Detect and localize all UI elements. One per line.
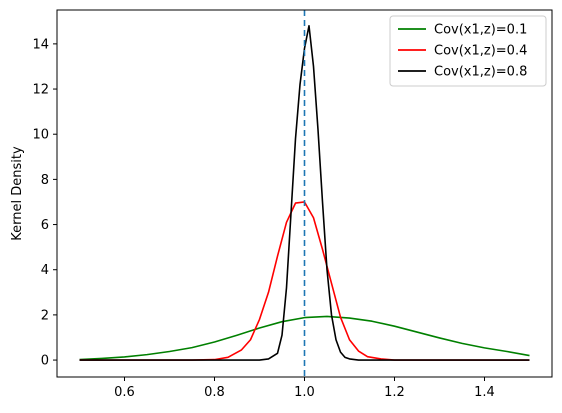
- y-tick-label: 12: [32, 83, 49, 98]
- legend-label: Cov(x1,z)=0.8: [434, 65, 527, 80]
- series-lines: [79, 25, 530, 361]
- y-tick-label: 10: [32, 128, 49, 143]
- legend-box: [389, 15, 547, 87]
- y-axis: 0 2 4 6 8 10 12 14: [32, 37, 57, 369]
- y-tick-label: 14: [32, 37, 49, 52]
- y-tick-label: 2: [41, 308, 49, 323]
- x-tick-label: 1.4: [474, 385, 495, 400]
- legend-label: Cov(x1,z)=0.1: [434, 23, 527, 38]
- legend-label: Cov(x1,z)=0.4: [434, 44, 527, 59]
- legend: Cov(x1,z)=0.1 Cov(x1,z)=0.4 Cov(x1,z)=0.8: [389, 15, 547, 87]
- x-axis: 0.6 0.8 1.0 1.2 1.4: [114, 377, 495, 400]
- x-tick-label: 1.2: [384, 385, 405, 400]
- y-tick-label: 4: [41, 263, 49, 278]
- series-line-2: [79, 201, 530, 361]
- series-line-3: [79, 25, 530, 361]
- x-tick-label: 0.8: [204, 385, 225, 400]
- y-axis-label: Kernel Density: [10, 146, 25, 241]
- x-tick-label: 0.6: [114, 385, 135, 400]
- y-tick-label: 6: [41, 218, 49, 233]
- series-line-1: [79, 315, 530, 361]
- x-tick-label: 1.0: [294, 385, 315, 400]
- y-tick-label: 8: [41, 173, 49, 188]
- y-tick-label: 0: [41, 354, 49, 369]
